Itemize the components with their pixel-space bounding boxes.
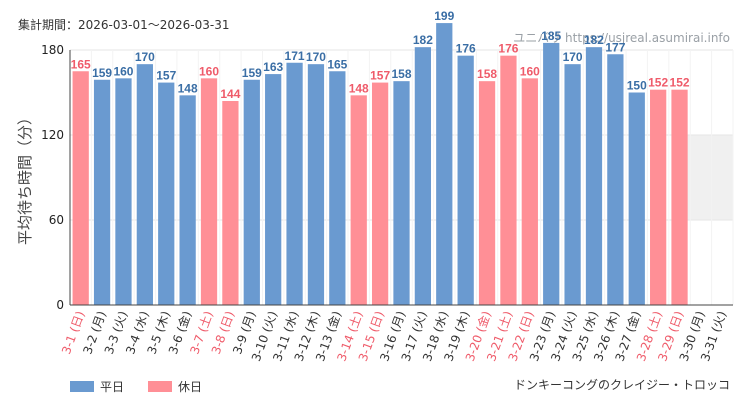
y-tick-0: 0: [56, 298, 64, 312]
bar-3-2 (月): [93, 79, 111, 305]
value-label-3-24 (火): 170: [563, 50, 583, 64]
bar-3-5 (木): [158, 82, 175, 305]
value-label-3-4 (水): 170: [135, 50, 155, 64]
value-label-3-17 (火): 182: [413, 33, 433, 47]
value-label-3-27 (金): 150: [627, 79, 647, 93]
bars: [72, 23, 688, 306]
value-label-3-10 (火): 163: [263, 60, 283, 74]
value-label-3-29 (日): 152: [670, 76, 690, 90]
attraction-name: ドンキーコングのクレイジー・トロッコ: [513, 378, 730, 392]
bar-3-4 (水): [136, 64, 153, 306]
bar-3-18 (水): [436, 23, 453, 305]
value-label-3-25 (水): 182: [584, 33, 604, 47]
bar-3-14 (土): [350, 95, 367, 305]
legend-item-weekday: 平日: [70, 378, 124, 395]
bar-3-10 (火): [265, 74, 282, 305]
value-label-3-26 (木): 177: [605, 40, 625, 54]
legend-holiday-label: 休日: [178, 380, 203, 394]
value-label-3-11 (水): 171: [285, 49, 305, 63]
shaded-band: [679, 135, 733, 220]
value-label-3-21 (土): 176: [498, 42, 518, 56]
value-label-3-23 (月): 185: [541, 29, 561, 43]
bar-3-26 (木): [607, 54, 624, 305]
value-label-3-1 (日): 165: [71, 57, 91, 71]
value-label-3-3 (火): 160: [113, 64, 133, 78]
site-watermark: ユニバリ https://usjreal.asumirai.info: [513, 31, 730, 45]
value-label-3-12 (木): 170: [306, 50, 326, 64]
bar-3-13 (金): [329, 71, 346, 305]
y-tick-120: 120: [41, 128, 64, 142]
bar-3-3 (火): [115, 78, 132, 305]
value-label-3-6 (金): 148: [178, 81, 198, 95]
value-label-3-8 (日): 144: [220, 87, 240, 101]
bar-3-25 (水): [585, 47, 603, 306]
bar-3-15 (日): [371, 82, 389, 305]
bar-3-7 (土): [200, 78, 218, 305]
bar-3-29 (日): [671, 89, 688, 306]
value-label-3-18 (水): 199: [434, 9, 454, 23]
bar-3-21 (土): [500, 55, 517, 305]
value-label-3-2 (月): 159: [92, 66, 112, 80]
value-label-3-19 (木): 176: [456, 42, 476, 56]
bar-3-24 (火): [564, 64, 581, 306]
weekday-swatch: [70, 381, 94, 392]
value-label-3-9 (月): 159: [242, 66, 262, 80]
legend: 平日 休日: [70, 378, 226, 395]
legend-item-holiday: 休日: [148, 378, 202, 395]
bar-3-17 (火): [414, 47, 432, 306]
value-label-3-13 (金): 165: [327, 57, 347, 71]
bar-3-12 (木): [307, 64, 325, 306]
bar-3-28 (土): [650, 89, 667, 306]
value-label-3-15 (日): 157: [370, 69, 390, 83]
collection-period: 集計期間：2026-03-01～2026-03-31: [18, 18, 230, 32]
bar-3-8 (日): [222, 101, 239, 305]
holiday-swatch: [148, 381, 173, 392]
bar-3-27 (金): [628, 92, 645, 305]
bar-3-19 (木): [457, 55, 474, 305]
bar-3-6 (金): [179, 95, 196, 305]
bar-3-1 (日): [72, 71, 89, 305]
gridlines: [69, 49, 734, 305]
bar-3-22 (日): [521, 78, 538, 305]
legend-weekday-label: 平日: [100, 380, 125, 394]
x-axis-ticks: 3-1 (日)3-2 (月)3-3 (火)3-4 (水)3-5 (木)3-6 (…: [59, 309, 729, 363]
value-label-3-7 (土): 160: [199, 64, 219, 78]
bar-3-9 (月): [243, 79, 260, 305]
value-label-3-16 (月): 158: [391, 67, 411, 81]
y-axis-label: 平均待ち時間（分）: [16, 110, 34, 245]
y-tick-180: 180: [41, 43, 64, 57]
value-label-3-22 (日): 160: [520, 64, 540, 78]
value-label-3-28 (土): 152: [648, 76, 668, 90]
bar-3-16 (月): [393, 81, 410, 306]
y-tick-60: 60: [49, 213, 64, 227]
bar-3-11 (水): [286, 62, 303, 305]
value-label-3-5 (木): 157: [156, 69, 176, 83]
bar-3-20 (金): [478, 81, 496, 306]
value-label-3-14 (土): 148: [349, 81, 369, 95]
value-label-3-20 (金): 158: [477, 67, 497, 81]
y-axis-ticks: 0 60 120 180: [41, 43, 64, 312]
bar-3-23 (月): [543, 42, 560, 306]
